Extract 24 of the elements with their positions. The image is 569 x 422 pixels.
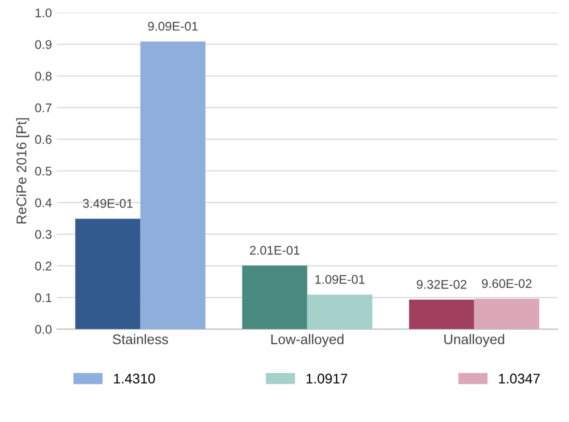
y-tick-label: 0.7: [35, 103, 52, 112]
data-label: 9.60E-02: [482, 279, 532, 288]
data-label: 3.49E-01: [82, 199, 133, 208]
legend-label: 1.4310: [114, 374, 155, 384]
y-tick-label: 0.1: [35, 293, 52, 302]
x-tick-label: Low-alloyed: [271, 334, 344, 347]
y-tick-label: 0.6: [35, 135, 52, 144]
y-tick-label: 0.2: [35, 262, 52, 271]
data-label: 2.01E-01: [250, 246, 300, 255]
x-tick-label: Stainless: [112, 334, 168, 344]
y-tick-label: 0.0: [35, 324, 52, 334]
data-label: 9.09E-01: [148, 22, 198, 31]
legend-label: 1.0917: [306, 374, 348, 384]
y-axis-title: ReCiPe 2016 [Pt]: [16, 118, 30, 224]
x-tick-label: Unalloyed: [444, 334, 504, 347]
legend-label: 1.0347: [499, 374, 540, 384]
data-label: 9.32E-02: [416, 280, 466, 289]
y-tick-label: 1.0: [36, 8, 52, 18]
y-tick-label: 0.9: [35, 40, 52, 49]
y-tick-label: 0.3: [35, 230, 52, 239]
y-tick-label: 0.8: [35, 72, 52, 81]
y-tick-label: 0.5: [35, 166, 52, 176]
data-label: 1.09E-01: [315, 275, 365, 284]
y-tick-label: 0.4: [35, 198, 52, 208]
